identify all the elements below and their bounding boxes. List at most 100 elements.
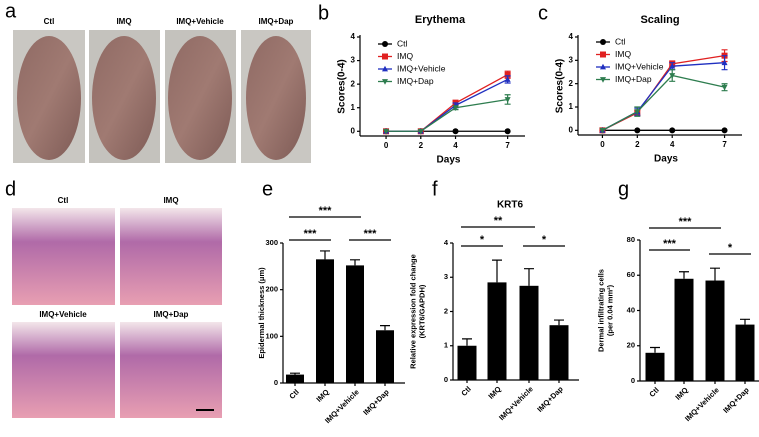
- series-line: [602, 74, 725, 131]
- marker: [383, 128, 390, 135]
- x-tick-label: 7: [722, 140, 727, 149]
- significance-label: ***: [304, 228, 318, 240]
- y-tick-label: 20: [627, 341, 635, 350]
- photos-a: [13, 30, 311, 163]
- legend-label: IMQ+Dap: [615, 74, 652, 84]
- photos-d: [12, 208, 222, 418]
- photo-caption: IMQ: [116, 17, 131, 26]
- bar: [519, 285, 539, 380]
- photo-caption: Ctl: [58, 196, 69, 205]
- legend-marker: [600, 39, 606, 45]
- significance-label: *: [728, 242, 733, 254]
- photo-caption: IMQ+Dap: [259, 17, 294, 26]
- x-tick-label: 7: [505, 141, 510, 150]
- marker: [634, 109, 641, 115]
- bar: [376, 330, 394, 383]
- significance-label: ***: [663, 238, 677, 250]
- y-tick-label: 80: [627, 235, 635, 244]
- x-tick-label: 4: [453, 141, 458, 150]
- photo: [168, 36, 232, 160]
- significance-label: ***: [679, 216, 693, 228]
- y-tick-label: 0: [351, 126, 356, 135]
- y-tick-label: 1: [444, 341, 448, 350]
- y-tick-label: 0: [274, 378, 278, 387]
- photo: [120, 208, 222, 305]
- legend-label: Ctl: [615, 36, 626, 46]
- marker: [452, 105, 459, 112]
- error-bar: [554, 319, 564, 326]
- photo: [92, 36, 156, 160]
- error-bar: [380, 325, 390, 331]
- x-axis-label: Days: [654, 154, 678, 165]
- y-tick-label: 3: [444, 272, 448, 281]
- photo: [17, 36, 81, 160]
- marker: [452, 128, 459, 135]
- legend-label: Ctl: [397, 38, 408, 48]
- y-axis-label: Scores(0-4): [555, 59, 566, 113]
- y-tick-label: 60: [627, 270, 635, 279]
- panel-label: b: [318, 2, 329, 24]
- bar: [735, 324, 755, 381]
- photo: [12, 208, 115, 305]
- y-axis-label: Dermal infiltrating cells: [596, 269, 605, 352]
- y-axis-label: Scores(0-4): [337, 59, 348, 113]
- bar: [645, 352, 665, 381]
- marker: [669, 73, 676, 79]
- y-tick-label: 300: [265, 238, 278, 247]
- photo: [246, 36, 306, 160]
- y-tick-label: 100: [265, 331, 278, 340]
- x-tick-label: 0: [600, 140, 605, 149]
- bar: [457, 345, 477, 380]
- photo-caption: IMQ+Vehicle: [176, 17, 224, 26]
- significance-label: **: [494, 215, 503, 227]
- y-axis-label: (per 0.04 mm²): [605, 284, 614, 336]
- panel-label: e: [262, 178, 273, 200]
- y-tick-label: 2: [444, 306, 448, 315]
- y-tick-label: 1: [351, 103, 356, 112]
- legend-marker: [382, 53, 388, 60]
- panel-label: c: [538, 2, 548, 24]
- error-bar: [740, 318, 750, 325]
- marker: [721, 127, 728, 134]
- photo-caption: IMQ+Vehicle: [39, 310, 87, 319]
- photo: [120, 322, 222, 418]
- photo: [12, 322, 115, 418]
- bar: [346, 265, 364, 383]
- legend-label: IMQ+Vehicle: [397, 63, 446, 73]
- y-tick-label: 4: [351, 32, 356, 41]
- legend-label: IMQ+Vehicle: [615, 61, 664, 71]
- marker: [504, 97, 511, 103]
- bar: [316, 259, 334, 383]
- y-tick-label: 0: [444, 375, 448, 384]
- y-tick-label: 2: [569, 79, 574, 88]
- y-tick-label: 4: [444, 238, 449, 247]
- marker: [504, 71, 511, 78]
- marker: [504, 76, 511, 82]
- y-tick-label: 40: [627, 305, 635, 314]
- bar: [549, 325, 569, 380]
- marker: [634, 127, 641, 134]
- y-tick-label: 200: [265, 285, 278, 294]
- chart-title: Scaling: [640, 14, 679, 26]
- panel-label: f: [432, 178, 438, 200]
- y-axis-label: Epidermal thickness (μm): [257, 267, 266, 359]
- significance-label: *: [542, 234, 547, 246]
- error-bar: [650, 346, 660, 353]
- x-tick-label: 4: [670, 140, 675, 149]
- panel-label: g: [618, 178, 629, 200]
- x-axis-label: Days: [437, 155, 461, 166]
- y-axis-label: Relative expression fold change: [408, 254, 417, 369]
- legend-marker: [600, 51, 606, 58]
- error-bar: [320, 250, 330, 260]
- significance-label: ***: [319, 205, 333, 217]
- x-tick-label: 0: [384, 141, 389, 150]
- legend-marker: [382, 65, 388, 72]
- error-bar: [350, 259, 360, 266]
- y-tick-label: 3: [351, 56, 356, 65]
- y-tick-label: 4: [569, 32, 574, 41]
- error-bar: [710, 267, 720, 281]
- error-bar: [679, 271, 689, 279]
- error-bar: [524, 268, 534, 286]
- marker: [721, 84, 728, 91]
